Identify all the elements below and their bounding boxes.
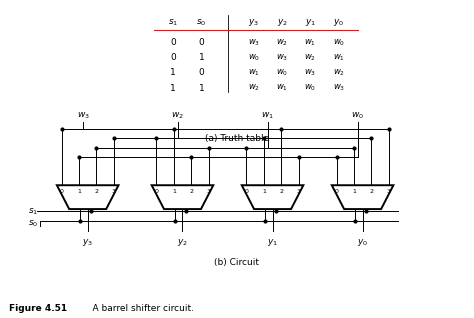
Text: $w_3$: $w_3$ (276, 52, 288, 63)
Text: $w_0$: $w_0$ (276, 67, 288, 78)
Text: 0: 0 (199, 68, 204, 77)
Text: 2: 2 (369, 189, 374, 194)
Polygon shape (152, 185, 213, 209)
Text: $w_2$: $w_2$ (333, 67, 345, 78)
Text: 3: 3 (387, 189, 391, 194)
Text: $w_0$: $w_0$ (333, 37, 345, 48)
Text: $w_2$: $w_2$ (172, 110, 184, 121)
Text: $w_0$: $w_0$ (351, 110, 365, 121)
Text: Figure 4.51: Figure 4.51 (9, 304, 68, 313)
Text: $w_1$: $w_1$ (261, 110, 274, 121)
Text: $y_0$: $y_0$ (357, 237, 368, 248)
Text: $s_0$: $s_0$ (196, 17, 207, 28)
Text: 2: 2 (189, 189, 193, 194)
Text: $w_0$: $w_0$ (304, 83, 317, 93)
Text: 3: 3 (207, 189, 210, 194)
Text: 0: 0 (170, 53, 176, 62)
Text: $y_3$: $y_3$ (248, 17, 259, 28)
Text: 0: 0 (245, 189, 248, 194)
Text: 0: 0 (335, 189, 338, 194)
Text: $y_3$: $y_3$ (82, 237, 93, 248)
Text: $w_0$: $w_0$ (247, 52, 260, 63)
Text: 3: 3 (297, 189, 301, 194)
Text: 1: 1 (77, 189, 81, 194)
Text: A barrel shifter circuit.: A barrel shifter circuit. (81, 304, 193, 313)
Text: $s_1$: $s_1$ (28, 206, 38, 217)
Text: 1: 1 (172, 189, 176, 194)
Text: $w_1$: $w_1$ (304, 37, 317, 48)
Text: $w_3$: $w_3$ (247, 37, 260, 48)
Polygon shape (57, 185, 118, 209)
Text: $w_3$: $w_3$ (304, 67, 317, 78)
Text: 0: 0 (170, 38, 176, 47)
Text: 3: 3 (112, 189, 116, 194)
Text: 2: 2 (94, 189, 99, 194)
Text: 1: 1 (262, 189, 266, 194)
Text: $w_1$: $w_1$ (333, 52, 345, 63)
Text: $y_1$: $y_1$ (267, 237, 278, 248)
Text: 1: 1 (199, 84, 204, 93)
Text: $s_0$: $s_0$ (28, 219, 39, 230)
Text: $w_3$: $w_3$ (76, 110, 90, 121)
Text: $w_1$: $w_1$ (247, 67, 260, 78)
Text: $w_1$: $w_1$ (276, 83, 288, 93)
Text: $s_1$: $s_1$ (168, 17, 178, 28)
Text: $w_3$: $w_3$ (333, 83, 345, 93)
Text: $y_2$: $y_2$ (276, 17, 288, 28)
Text: 2: 2 (279, 189, 283, 194)
Text: 0: 0 (60, 189, 64, 194)
Text: $w_2$: $w_2$ (247, 83, 260, 93)
Text: (b) Circuit: (b) Circuit (215, 258, 259, 267)
Text: (a) Truth table: (a) Truth table (205, 134, 269, 143)
Text: 1: 1 (170, 84, 176, 93)
Text: 1: 1 (199, 53, 204, 62)
Text: $y_1$: $y_1$ (305, 17, 316, 28)
Polygon shape (242, 185, 303, 209)
Text: $y_0$: $y_0$ (333, 17, 345, 28)
Text: $w_2$: $w_2$ (304, 52, 317, 63)
Text: 0: 0 (155, 189, 158, 194)
Text: $w_2$: $w_2$ (276, 37, 288, 48)
Text: 1: 1 (352, 189, 356, 194)
Text: 1: 1 (170, 68, 176, 77)
Text: 0: 0 (199, 38, 204, 47)
Text: $y_2$: $y_2$ (177, 237, 188, 248)
Polygon shape (332, 185, 393, 209)
